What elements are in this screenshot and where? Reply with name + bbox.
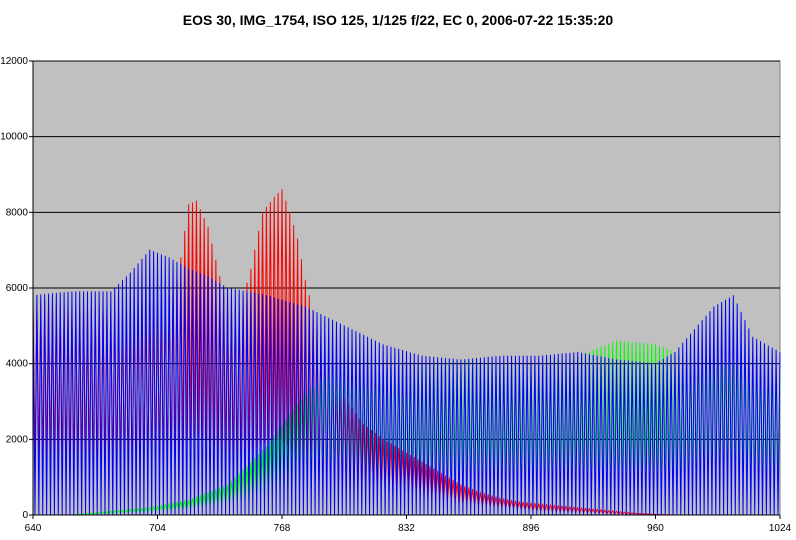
x-tick-label: 960 xyxy=(647,523,664,534)
x-tick-label: 896 xyxy=(523,523,540,534)
chart-title: EOS 30, IMG_1754, ISO 125, 1/125 f/22, E… xyxy=(182,12,614,28)
y-tick-label: 8000 xyxy=(6,207,29,218)
x-tick-label: 1024 xyxy=(769,523,792,534)
series-line-3 xyxy=(32,249,781,516)
series-layer xyxy=(32,189,781,516)
y-tick-label: 12000 xyxy=(0,56,28,67)
y-tick-label: 4000 xyxy=(6,359,29,370)
x-tick-label: 768 xyxy=(274,523,291,534)
y-tick-label: 2000 xyxy=(6,434,29,445)
y-tick-label: 0 xyxy=(22,510,28,521)
x-tick-label: 704 xyxy=(149,523,166,534)
y-tick-label: 6000 xyxy=(6,283,29,294)
grid-layer xyxy=(33,60,780,440)
x-tick-label: 640 xyxy=(25,523,42,534)
x-tick-label: 832 xyxy=(398,523,415,534)
y-tick-label: 10000 xyxy=(0,132,28,143)
axis-layer: 0 2000 4000 6000 8000 10000 12000 640 704 768 832 8… xyxy=(0,56,791,534)
